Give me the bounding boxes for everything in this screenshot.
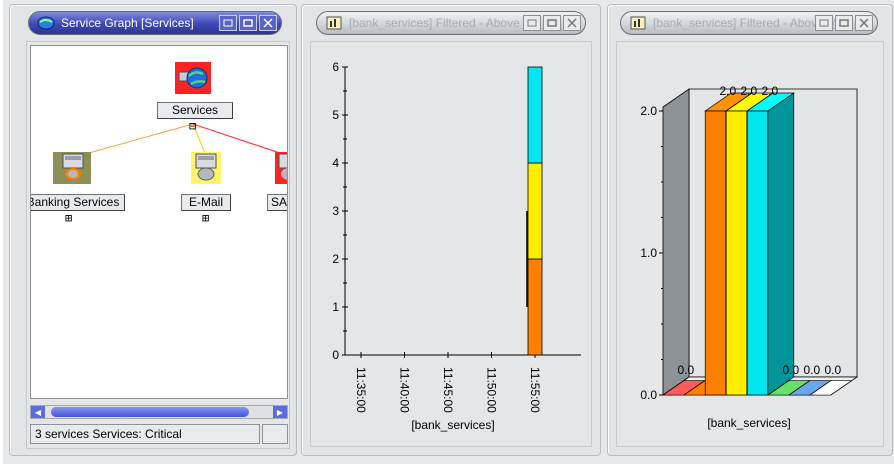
data-label: 2.0 [762,84,779,98]
maximize-button[interactable] [835,15,853,31]
banking-services-expand-toggle[interactable]: ⊞ [65,211,73,225]
status-text: 3 services Services: Critical [30,424,260,444]
y-tick-label: 0 [332,348,339,362]
edge-banking [70,123,194,159]
bar-chart-window[interactable]: [bank_services] Filtered - Above Me 0.0 1… [607,4,893,456]
scroll-left-arrow-icon[interactable]: ◀ [31,406,45,418]
y-tick-label: 6 [332,60,339,74]
status-bar: 3 services Services: Critical [30,424,288,444]
y-tick-label: 2.0 [640,104,657,118]
banking-services-node-label[interactable]: Banking Services [31,194,125,211]
email-node-label[interactable]: E-Mail [181,194,231,211]
edge-sap [192,123,287,156]
x-tick-label: 11:35:00 [354,367,368,413]
side-wall [662,88,690,396]
y-tick-label: 2 [332,252,339,266]
scroll-right-arrow-icon[interactable]: ▶ [273,406,287,418]
time-chart-titlebar[interactable]: [bank_services] Filtered - Above Me [316,11,586,35]
stacked-bar-segment [527,258,543,356]
chart-app-icon [629,15,647,31]
restore-button[interactable] [815,15,833,31]
bar [725,110,748,396]
data-label: 2.0 [720,84,737,98]
stacked-bar-segment [527,66,543,164]
y-tick-label: 5 [332,108,339,122]
y-tick-label: 4 [332,156,339,170]
y-tick-label: 1.0 [640,246,657,260]
bar-side [767,92,795,396]
y-tick-label: 1 [332,300,339,314]
bar-flat [809,380,853,396]
chart-app-icon [325,15,343,31]
service-graph-window[interactable]: Service Graph [Services] [9,4,297,456]
data-label: 0.0 [825,363,842,377]
bar-chart-title: [bank_services] Filtered - Above Me [653,16,844,30]
service-graph-title: Service Graph [Services] [61,16,194,30]
x-axis-label: [bank_services] [411,418,494,432]
bar [746,110,769,396]
stacked-time-chart: 0 1 2 3 4 5 6 11:35:00 11:40:00 11:45:00 11:50:00 1… [332,60,581,432]
maximize-button[interactable] [239,15,257,31]
data-label: 0.0 [804,363,821,377]
y-tick-label: 3 [332,204,339,218]
services-node-icon[interactable] [175,62,211,94]
restore-button[interactable] [219,15,237,31]
banking-services-node-icon[interactable] [53,152,91,184]
restore-button[interactable] [523,15,541,31]
sap-node-icon[interactable] [275,152,287,184]
time-chart-window[interactable]: [bank_services] Filtered - Above Me 0 1 2 3… [301,4,601,456]
sap-node-label[interactable]: SA [267,194,287,211]
scroll-thumb[interactable] [51,407,249,417]
maximize-button[interactable] [543,15,561,31]
y-tick-label: 0.0 [640,388,657,402]
x-axis-label: [bank_services] [707,416,790,430]
services-collapse-toggle[interactable]: ⊟ [189,119,197,133]
stacked-bar-segment [527,162,543,260]
three-d-bar-chart: 0.0 1.0 2.0 0.0 2.0 2.0 2.0 0.0 0.0 0.0 [bank_serv… [640,84,859,430]
service-graph-titlebar[interactable]: Service Graph [Services] [28,11,282,35]
x-tick-label: 11:45:00 [441,367,455,413]
horizontal-scrollbar[interactable]: ◀ ▶ [30,405,288,419]
close-button[interactable] [563,15,581,31]
status-side-panel [262,424,288,444]
bar [704,110,727,396]
service-graph-content: Services ⊟ Banking Services ⊞ [26,41,290,449]
time-chart-content: 0 1 2 3 4 5 6 11:35:00 11:40:00 11:45:00 11:50:00 1… [310,41,592,447]
services-node-label[interactable]: Services [157,102,233,119]
bar-chart-content: 0.0 1.0 2.0 0.0 2.0 2.0 2.0 0.0 0.0 0.0 [bank_serv… [616,41,884,447]
close-button[interactable] [259,15,277,31]
bar-chart-titlebar[interactable]: [bank_services] Filtered - Above Me [620,11,878,35]
close-button[interactable] [855,15,873,31]
x-tick-label: 11:50:00 [485,367,499,413]
x-tick-label: 11:55:00 [528,367,542,413]
service-graph-canvas[interactable]: Services ⊟ Banking Services ⊞ [30,45,288,399]
data-label: 0.0 [678,363,695,377]
service-graph-app-icon [37,15,55,31]
x-tick-label: 11:40:00 [398,367,412,413]
email-expand-toggle[interactable]: ⊞ [202,211,210,225]
data-label: 0.0 [783,363,800,377]
time-chart-title: [bank_services] Filtered - Above Me [349,16,540,30]
email-node-icon[interactable] [191,152,221,184]
data-label: 2.0 [741,84,758,98]
